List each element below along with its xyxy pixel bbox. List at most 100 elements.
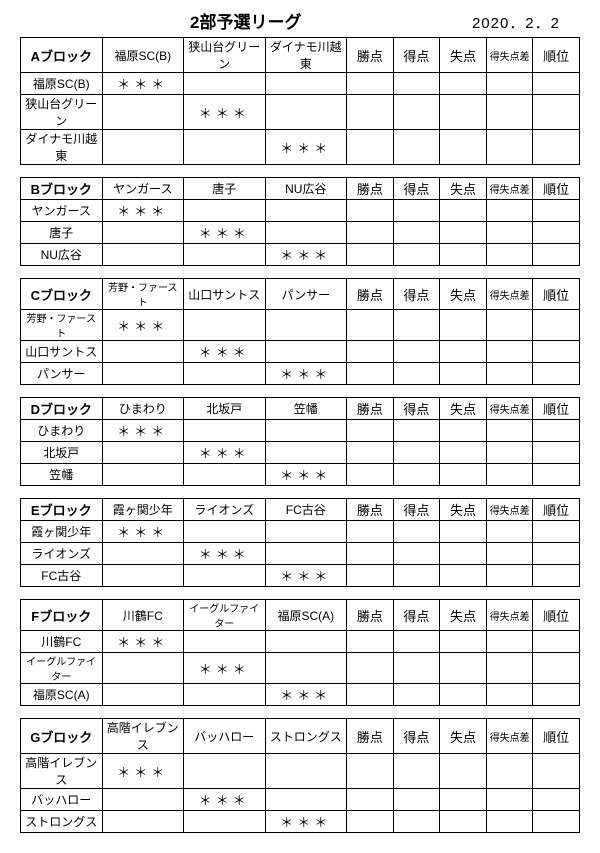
stat-cell — [440, 811, 487, 833]
stat-header: 得点 — [393, 398, 440, 420]
stat-header: 得点 — [393, 600, 440, 631]
stat-cell — [533, 310, 580, 341]
stat-cell — [486, 631, 533, 653]
team-row-label: 狭山台グリーン — [21, 95, 103, 130]
page-title: 2部予選リーグ — [190, 8, 301, 33]
stat-cell — [440, 565, 487, 587]
match-cell: ＊＊＊ — [102, 310, 184, 341]
block-label: Aブロック — [21, 38, 103, 73]
stat-cell — [440, 789, 487, 811]
match-cell: ＊＊＊ — [184, 341, 266, 363]
match-cell: ＊＊＊ — [102, 521, 184, 543]
stat-cell — [393, 631, 440, 653]
match-cell — [184, 684, 266, 706]
stat-header: 失点 — [440, 178, 487, 200]
team-header: イーグルファイター — [184, 600, 266, 631]
stat-cell — [486, 222, 533, 244]
stat-cell — [393, 420, 440, 442]
stat-header: 得失点差 — [486, 279, 533, 310]
stat-cell — [440, 222, 487, 244]
match-cell — [184, 754, 266, 789]
stat-cell — [440, 631, 487, 653]
team-row-label: 福原SC(B) — [21, 73, 103, 95]
stat-cell — [347, 653, 394, 684]
stat-cell — [486, 653, 533, 684]
match-cell — [102, 811, 184, 833]
stat-cell — [347, 244, 394, 266]
stat-cell — [486, 244, 533, 266]
stat-header: 順位 — [533, 279, 580, 310]
match-cell — [184, 565, 266, 587]
stat-header: 失点 — [440, 499, 487, 521]
team-row-label: FC古谷 — [21, 565, 103, 587]
block-table: Fブロック川鶴FCイーグルファイター福原SC(A)勝点得点失点得失点差順位川鶴F… — [20, 599, 580, 706]
stat-cell — [347, 521, 394, 543]
stat-header: 失点 — [440, 38, 487, 73]
match-cell — [265, 222, 347, 244]
match-cell — [184, 200, 266, 222]
stat-cell — [393, 521, 440, 543]
stat-cell — [440, 684, 487, 706]
stat-header: 得点 — [393, 38, 440, 73]
stat-cell — [533, 95, 580, 130]
stat-header: 得点 — [393, 499, 440, 521]
match-cell — [102, 244, 184, 266]
team-header: ひまわり — [102, 398, 184, 420]
team-header: ダイナモ川越東 — [265, 38, 347, 73]
stat-cell — [347, 789, 394, 811]
match-cell: ＊＊＊ — [184, 653, 266, 684]
stat-cell — [440, 310, 487, 341]
stat-cell — [486, 420, 533, 442]
stat-cell — [486, 565, 533, 587]
stat-cell — [347, 341, 394, 363]
block-table: Gブロック高階イレブンスバッハローストロングス勝点得点失点得失点差順位高階イレブ… — [20, 718, 580, 833]
match-cell — [102, 464, 184, 486]
team-header: FC古谷 — [265, 499, 347, 521]
stat-cell — [440, 363, 487, 385]
block-table: Bブロックヤンガース唐子NU広谷勝点得点失点得失点差順位ヤンガース＊＊＊唐子＊＊… — [20, 177, 580, 266]
match-cell — [184, 420, 266, 442]
team-row-label: 福原SC(A) — [21, 684, 103, 706]
match-cell: ＊＊＊ — [184, 222, 266, 244]
stat-cell — [393, 310, 440, 341]
stat-header: 勝点 — [347, 178, 394, 200]
stat-cell — [486, 684, 533, 706]
diagonal-mark: ＊＊＊ — [280, 569, 331, 584]
stat-header: 失点 — [440, 398, 487, 420]
match-cell: ＊＊＊ — [184, 95, 266, 130]
team-header: 北坂戸 — [184, 398, 266, 420]
diagonal-mark: ＊＊＊ — [199, 662, 250, 677]
match-cell: ＊＊＊ — [265, 363, 347, 385]
match-cell — [184, 811, 266, 833]
stat-cell — [393, 442, 440, 464]
stat-cell — [393, 811, 440, 833]
stat-cell — [440, 543, 487, 565]
match-cell — [265, 73, 347, 95]
stat-cell — [440, 464, 487, 486]
page-date: 2020．2．2 — [472, 12, 560, 33]
team-row-label: 霞ヶ関少年 — [21, 521, 103, 543]
stat-cell — [533, 543, 580, 565]
stat-header: 得失点差 — [486, 178, 533, 200]
match-cell — [265, 521, 347, 543]
stat-cell — [486, 543, 533, 565]
team-header: 福原SC(A) — [265, 600, 347, 631]
diagonal-mark: ＊＊＊ — [199, 106, 250, 121]
match-cell — [184, 363, 266, 385]
diagonal-mark: ＊＊＊ — [117, 424, 168, 439]
stat-header: 順位 — [533, 719, 580, 754]
match-cell — [265, 310, 347, 341]
team-header: パンサー — [265, 279, 347, 310]
match-cell — [102, 130, 184, 165]
stat-header: 得失点差 — [486, 398, 533, 420]
team-header: ヤンガース — [102, 178, 184, 200]
team-row-label: 北坂戸 — [21, 442, 103, 464]
team-header: 狭山台グリーン — [184, 38, 266, 73]
match-cell — [102, 789, 184, 811]
diagonal-mark: ＊＊＊ — [280, 468, 331, 483]
block-label: Dブロック — [21, 398, 103, 420]
stat-header: 失点 — [440, 600, 487, 631]
block-table: Eブロック霞ヶ関少年ライオンズFC古谷勝点得点失点得失点差順位霞ヶ関少年＊＊＊ラ… — [20, 498, 580, 587]
stat-cell — [347, 363, 394, 385]
match-cell: ＊＊＊ — [265, 130, 347, 165]
